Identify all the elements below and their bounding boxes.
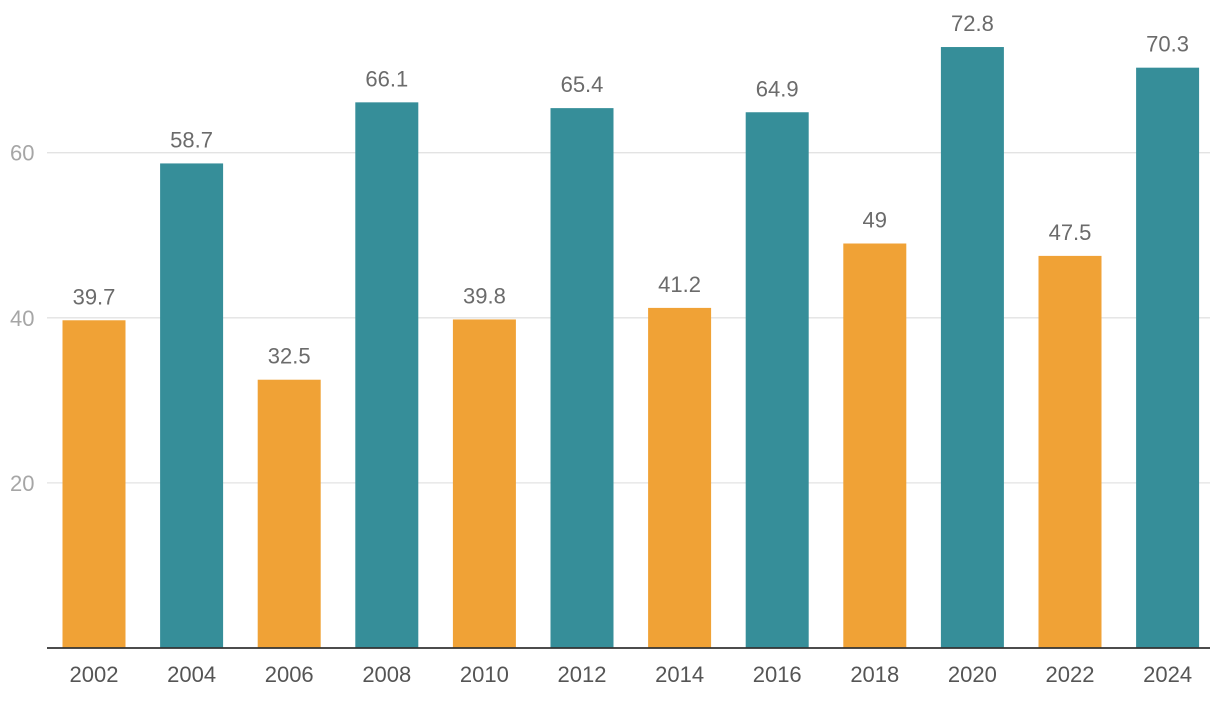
bar-2004 [160,163,224,648]
data-label-2014: 41.2 [658,272,701,297]
y-tick-label: 20 [10,471,34,496]
data-labels: 39.7 58.7 32.5 66.1 39.8 65.4 41.2 64.9 49 72.8 47… [73,11,1189,369]
x-tick-label-2008: 2008 [362,662,411,687]
data-label-2002: 39.7 [73,284,116,309]
x-tick-label-2018: 2018 [850,662,899,687]
gridlines [47,152,1210,484]
data-label-2020: 72.8 [951,11,994,36]
x-tick-label-2020: 2020 [948,662,997,687]
x-tick-label-2024: 2024 [1143,662,1192,687]
data-label-2024: 70.3 [1146,32,1189,57]
data-label-2018: 49 [863,208,887,233]
y-tick-label: 40 [10,306,34,331]
x-axis-ticks: 2002 2004 2006 2008 2010 2012 2014 2016 2018 2020… [70,662,1193,687]
bars [62,47,1200,649]
data-label-2006: 32.5 [268,344,311,369]
data-label-2008: 66.1 [365,66,408,91]
data-label-2012: 65.4 [561,72,604,97]
bar-2022 [1038,255,1102,648]
x-tick-label-2002: 2002 [70,662,119,687]
bar-2014 [648,307,712,648]
bar-2006 [257,379,321,648]
x-tick-label-2022: 2022 [1046,662,1095,687]
bar-2002 [62,320,126,648]
bar-2024 [1136,67,1200,648]
bar-2010 [452,319,516,648]
data-label-2010: 39.8 [463,283,506,308]
data-label-2022: 47.5 [1049,220,1092,245]
x-tick-label-2006: 2006 [265,662,314,687]
x-tick-label-2012: 2012 [558,662,607,687]
bar-2008 [355,102,419,649]
data-label-2004: 58.7 [170,127,213,152]
x-tick-label-2010: 2010 [460,662,509,687]
y-axis-ticks: 20 40 60 [10,141,34,496]
data-label-2016: 64.9 [756,76,799,101]
x-tick-label-2004: 2004 [167,662,216,687]
x-tick-label-2016: 2016 [753,662,802,687]
bar-2020 [940,47,1004,648]
bar-2018 [843,243,907,648]
y-tick-label: 60 [10,141,34,166]
bar-2012 [550,108,614,649]
x-tick-label-2014: 2014 [655,662,704,687]
bar-2016 [745,112,809,649]
